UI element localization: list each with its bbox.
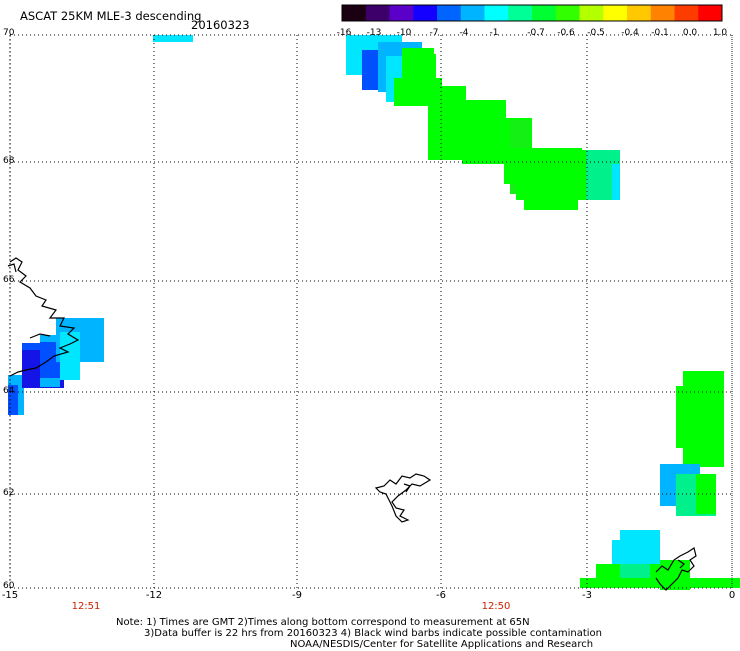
colorbar-tick-label: -13 xyxy=(366,28,382,38)
colorbar-tick-label: -0.5 xyxy=(587,28,605,38)
lat-tick-label: 62 xyxy=(3,488,15,498)
footnote-line-2: 3)Data buffer is 22 hrs from 20160323 4)… xyxy=(144,628,602,639)
colorbar-segment xyxy=(484,5,509,21)
colorbar-segment xyxy=(555,5,580,21)
coastline xyxy=(9,257,80,377)
footnote-line-3: NOAA/NESDIS/Center for Satellite Applica… xyxy=(290,639,594,650)
colorbar-tick-label: -0.1 xyxy=(651,28,669,38)
lat-tick-label: 70 xyxy=(3,28,15,38)
lat-tick-label: 64 xyxy=(3,386,15,396)
coastline xyxy=(677,559,685,569)
lat-tick-label: 66 xyxy=(3,275,15,285)
colorbar-tick-label: -0.7 xyxy=(527,28,545,38)
wind-cell xyxy=(153,35,193,42)
colorbar-segment xyxy=(365,5,390,21)
lon-tick-label: -9 xyxy=(292,590,302,601)
wind-cell xyxy=(612,164,620,200)
colorbar-tick-label: -16 xyxy=(336,28,352,38)
lat-tick-label: 60 xyxy=(3,581,15,591)
wind-cell xyxy=(676,386,724,448)
wind-cell xyxy=(418,54,436,78)
lat-tick-label: 68 xyxy=(3,156,15,166)
map-date: 20160323 xyxy=(191,18,250,32)
colorbar-tick-label: -0.6 xyxy=(557,28,575,38)
colorbar-tick-label: -1 xyxy=(489,28,499,38)
wind-cell xyxy=(620,564,650,578)
colorbar-segment xyxy=(698,5,723,21)
colorbar-tick-label: 0.0 xyxy=(682,28,698,38)
plot-frame xyxy=(9,34,733,589)
colorbar-tick-label: -10 xyxy=(396,28,412,38)
colorbar-segment xyxy=(579,5,604,21)
lon-tick-label: -12 xyxy=(145,590,163,601)
colorbar-segment xyxy=(650,5,675,21)
colorbar-segment xyxy=(437,5,462,21)
colorbar-segment xyxy=(342,5,367,21)
colorbar-segment xyxy=(413,5,438,21)
colorbar-segment xyxy=(532,5,557,21)
coastline xyxy=(29,333,51,339)
colorbar-segment xyxy=(674,5,699,21)
wind-cell xyxy=(434,118,464,160)
pass-time-label: 12:50 xyxy=(481,601,511,612)
colorbar-segment xyxy=(389,5,414,21)
colorbar-tick-label: -4 xyxy=(459,28,469,38)
lon-tick-label: 0 xyxy=(728,590,736,601)
lon-tick-label: -3 xyxy=(582,590,592,601)
coastline xyxy=(655,547,697,591)
coastline xyxy=(374,473,432,523)
map-title: ASCAT 25KM MLE-3 descending xyxy=(20,9,202,23)
colorbar-segment xyxy=(508,5,533,21)
colorbar-segment xyxy=(460,5,485,21)
colorbar-tick-label: -0.4 xyxy=(621,28,639,38)
wind-cell xyxy=(60,332,80,380)
colorbar-frame xyxy=(341,4,723,22)
wind-cell xyxy=(612,540,660,566)
wind-cell xyxy=(8,385,18,415)
colorbar-segment xyxy=(627,5,652,21)
colorbar-segment xyxy=(603,5,628,21)
lon-tick-label: -15 xyxy=(1,590,19,601)
pass-time-label: 12:51 xyxy=(71,601,101,612)
colorbar-tick-label: -7 xyxy=(429,28,439,38)
lon-tick-label: -6 xyxy=(436,590,446,601)
footnote-line-1: Note: 1) Times are GMT 2)Times along bot… xyxy=(116,617,530,628)
wind-cell xyxy=(660,560,690,590)
coastline xyxy=(403,483,411,493)
coastline xyxy=(7,263,17,273)
colorbar-tick-label: 1.0 xyxy=(712,28,728,38)
